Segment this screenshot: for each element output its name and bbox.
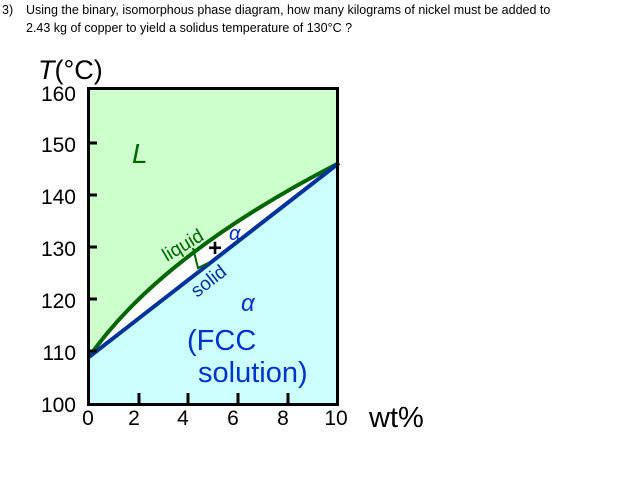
x-tick-2: 2 [128, 407, 140, 430]
y-tick-100: 100 [41, 394, 76, 417]
x-tick-8: 8 [277, 407, 289, 430]
x-tick-0: 0 [82, 407, 94, 430]
question-line-1: Using the binary, isomorphous phase diag… [26, 3, 551, 17]
y-ticks [88, 141, 97, 353]
question-line-2: 2.43 kg of copper to yield a solidus tem… [26, 21, 353, 35]
fcc-label-line2: solution) [198, 357, 308, 389]
x-tick-6: 6 [227, 407, 239, 430]
y-tick-120: 120 [41, 290, 76, 313]
y-tick-110: 110 [43, 342, 76, 365]
solidus-line [87, 161, 341, 359]
x-tick-4: 4 [177, 407, 189, 430]
alpha-small-label: α [229, 223, 241, 245]
y-tick-160: 160 [41, 83, 76, 106]
alpha-region-label: α [241, 290, 256, 317]
tie-line-bracket [192, 247, 209, 270]
y-tick-150: 150 [41, 134, 76, 157]
x-ticks [137, 393, 290, 404]
y-axis-title: T(°C) [38, 55, 103, 85]
fcc-label-line1: (FCC [187, 325, 256, 357]
liquidus-line [87, 161, 340, 359]
x-axis-unit: wt% [368, 402, 424, 434]
y-tick-130: 130 [41, 238, 76, 261]
solid-region [89, 164, 337, 404]
plus-marker: + [208, 235, 222, 262]
question-number: 3) [2, 3, 14, 17]
y-tick-140: 140 [41, 186, 76, 209]
liquid-region-label: L [132, 138, 148, 169]
x-tick-10: 10 [324, 407, 347, 430]
